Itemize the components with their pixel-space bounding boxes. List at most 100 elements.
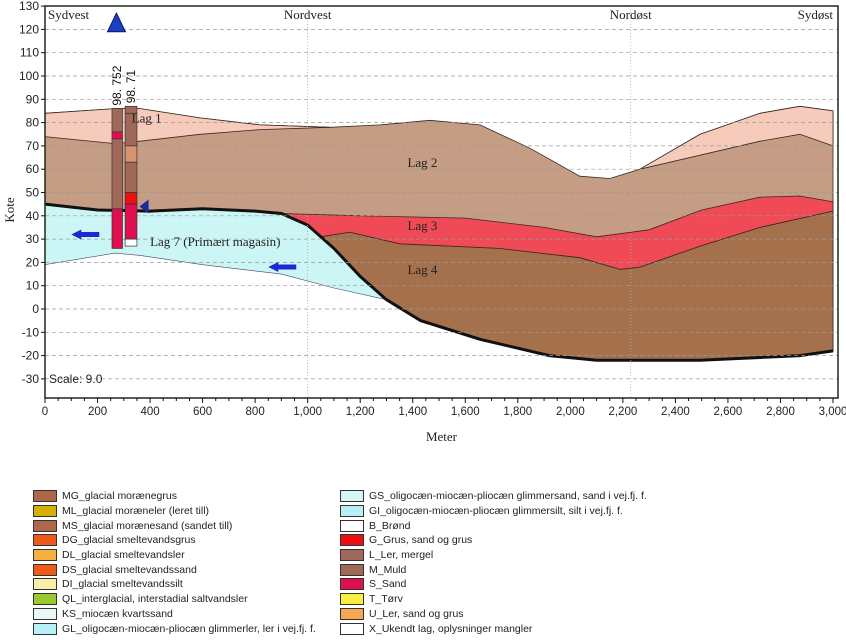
legend-item: X_Ukendt lag, oplysninger mangler [340,621,647,636]
borehole-label: 98. 752 [110,65,124,105]
x-tick-label: 2,000 [556,406,585,418]
legend-label: GS_oligocæn-miocæn-pliocæn glimmersand, … [369,490,647,503]
legend-swatch [340,549,364,562]
legend-swatch [33,578,57,591]
legend-item: QL_interglacial, interstadial saltvandsl… [33,592,316,607]
flow-arrow-left-icon [71,229,100,240]
legend-left: MG_glacial morænegrus ML_glacial morænele… [33,489,316,636]
water-level-marker-icon [139,199,149,214]
legend-item: M_Muld [340,562,647,577]
legend-label: GL_oligocæn-miocæn-pliocæn glimmerler, l… [62,622,316,635]
y-tick-label: 100 [19,69,39,83]
x-tick-label: 2,800 [766,406,795,418]
y-tick-label: 40 [26,209,40,223]
x-tick-label: 3,000 [819,406,846,418]
legend-item: GI_oligocæn-miocæn-pliocæn glimmersilt, … [340,504,647,519]
legend-label: S_Sand [369,578,407,591]
labels: Sydvest Nordvest Nordøst Sydøst Lag 1 Lag 2 La… [48,7,833,277]
legend-label: L_Ler, mergel [369,549,434,562]
x-tick-label: 2,400 [661,406,690,418]
legend-swatch [340,563,364,576]
x-tick-label: 0 [42,406,48,418]
legend-label: X_Ukendt lag, oplysninger mangler [369,622,533,635]
legend-label: M_Muld [369,563,407,576]
legend-swatch [33,490,57,503]
legend-swatch [340,519,364,532]
y-tick-label: -30 [22,372,40,386]
y-tick-label: -20 [22,349,40,363]
y-tick-label: 80 [26,116,40,130]
x-tick-label: 1,800 [503,406,532,418]
legend-label: GI_oligocæn-miocæn-pliocæn glimmersilt, … [369,505,623,518]
legend-swatch [33,505,57,518]
layer-lag-3 [281,195,834,270]
y-tick-label: 0 [32,302,39,316]
borehole-segment [124,192,138,205]
x-tick-label: 2,200 [608,406,637,418]
x-tick-label: 1,400 [398,406,427,418]
y-tick-label: 90 [26,92,40,106]
legend-label: T_Tørv [369,593,403,606]
legend-swatch [340,607,364,620]
gridlines [45,6,838,398]
legend-swatch [33,534,57,547]
borehole-segment [124,203,138,240]
legend-swatch [33,549,57,562]
borehole-segment [124,238,138,247]
legend-label: DG_glacial smeltevandsgrus [62,534,196,547]
layer-lag-1-east [639,105,834,170]
layer-label: Lag 3 [407,218,437,233]
cross-section-chart: 98. 752 98. 71 -30 -20 -10 0 10 20 30 40 50 60 70 80… [2,0,846,444]
y-axis-label: Kote [2,197,17,223]
legend-label: KS_miocæn kvartssand [62,607,173,620]
legend-item: L_Ler, mergel [340,548,647,563]
x-tick-label: 800 [246,406,265,418]
legend-swatch [33,563,57,576]
legend-swatch [33,622,57,635]
borehole-segment [124,161,138,193]
well-marker-triangle-icon [106,11,127,33]
borehole-segment [111,208,123,249]
layer-label: Lag 7 (Primært magasin) [150,234,280,249]
legend-swatch [340,490,364,503]
legend-item: GS_oligocæn-miocæn-pliocæn glimmersand, … [340,489,647,504]
legend-label: QL_interglacial, interstadial saltvandsl… [62,593,248,606]
legend-item: U_Ler, sand og grus [340,607,647,622]
y-tick-label: 130 [19,0,39,13]
legend-item: G_Grus, sand og grus [340,533,647,548]
borehole-segment [111,138,123,210]
legend-item: DS_glacial smeltevandssand [33,562,316,577]
legend-item: S_Sand [340,577,647,592]
legend-label: G_Grus, sand og grus [369,534,473,547]
y-tick-label: 30 [26,232,40,246]
layer-label: Lag 1 [132,111,162,126]
y-tick-label: 20 [26,255,40,269]
legend-label: MG_glacial morænegrus [62,490,177,503]
direction-label: Nordøst [610,7,652,22]
legend-item: DL_glacial smeltevandsler [33,548,316,563]
x-tick-label: 1,600 [451,406,480,418]
borehole-segment [111,108,123,133]
borehole-segment [111,131,123,140]
scale-label: Scale: 9.0 [49,372,103,386]
legend-label: DL_glacial smeltevandsler [62,549,185,562]
y-tick-label: -10 [22,325,40,339]
legend-label: DS_glacial smeltevandssand [62,563,197,576]
x-tick-label: 400 [140,406,159,418]
boreholes: 98. 752 98. 71 [71,11,297,273]
flow-arrow-left-icon [268,262,297,273]
legend-label: B_Brønd [369,519,411,532]
legend-swatch [340,578,364,591]
legend-item: KS_miocæn kvartssand [33,607,316,622]
legend-label: ML_glacial moræneler (leret till) [62,505,210,518]
legend-label: U_Ler, sand og grus [369,607,464,620]
legend-swatch [33,519,57,532]
legend-item: B_Brønd [340,518,647,533]
legend-item: T_Tørv [340,592,647,607]
x-tick-label: 1,000 [293,406,322,418]
legend-swatch [33,607,57,620]
borehole-segment [124,145,138,163]
x-tick-label: 2,600 [714,406,743,418]
y-tick-label: 120 [19,22,39,36]
legend-swatch [340,505,364,518]
